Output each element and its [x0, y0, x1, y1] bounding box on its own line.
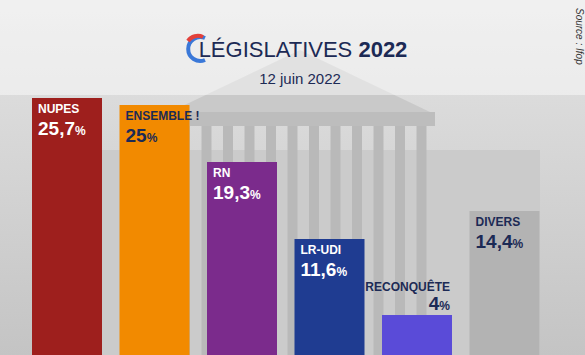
value-unit: % [336, 265, 347, 279]
value-unit: % [512, 237, 523, 251]
value-unit: % [147, 131, 158, 145]
value-label: 25% [126, 125, 158, 146]
value-unit: % [439, 299, 450, 313]
value-label: 14,4% [476, 231, 524, 252]
bar [470, 211, 540, 355]
value-label: 4% [429, 293, 451, 314]
value-number: 25,7 [38, 118, 75, 139]
value-number: 19,3 [213, 182, 250, 203]
category-label: DIVERS [476, 215, 521, 229]
value-label: 11,6% [301, 259, 348, 280]
title-part: LÉGISLATIVES [199, 37, 359, 62]
source: Source : Ifop [574, 8, 585, 65]
title-band [0, 0, 585, 95]
value-unit: % [75, 124, 86, 138]
value-number: 25 [126, 125, 148, 146]
value-number: 4 [429, 293, 440, 314]
entablature [165, 112, 435, 126]
title-part: 2022 [358, 37, 407, 62]
category-label: LR-UDI [301, 243, 342, 257]
category-label: ENSEMBLE ! [126, 109, 200, 123]
bg-rect [0, 0, 585, 355]
bar [120, 105, 190, 355]
bar [32, 98, 102, 355]
bar [295, 239, 365, 355]
bar [382, 315, 452, 355]
category-label: RN [213, 166, 230, 180]
category-label: NUPES [38, 102, 79, 116]
value-number: 14,4 [476, 231, 513, 252]
chart: LÉGISLATIVES 2022 12 juin 2022 Source : If… [0, 0, 585, 355]
bar [207, 162, 277, 355]
value-unit: % [250, 188, 261, 202]
bars [32, 98, 540, 355]
value-number: 11,6 [301, 259, 337, 280]
value-label: 19,3% [213, 182, 261, 203]
subtitle: 12 juin 2022 [259, 70, 341, 87]
category-label: RECONQUÊTE [365, 279, 450, 294]
labels: NUPES 25,7% ENSEMBLE ! 25% RN 19,3% LR-UDI 11,6… [38, 102, 523, 314]
value-label: 25,7% [38, 118, 86, 139]
title: LÉGISLATIVES 2022 [199, 37, 408, 62]
background [0, 0, 585, 355]
